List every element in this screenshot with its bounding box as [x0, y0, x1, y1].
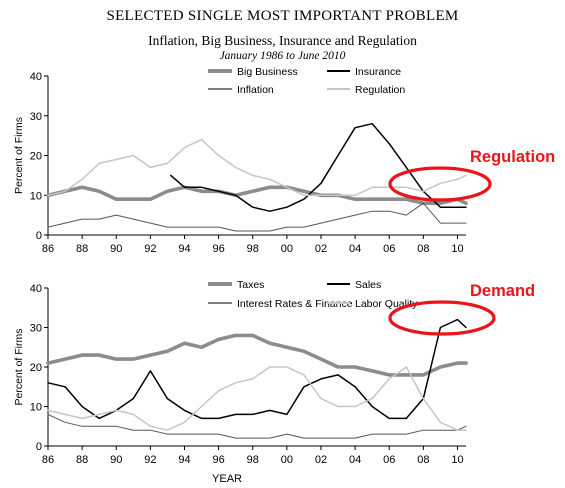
x-tick-label: 06 [383, 243, 395, 255]
series-line-2 [47, 413, 467, 439]
x-tick-label: 86 [42, 454, 54, 466]
y-tick-label: 30 [30, 111, 42, 123]
x-tick-label: 08 [417, 243, 429, 255]
legend-label: Sales [355, 279, 381, 291]
y-tick-label: 10 [30, 402, 42, 414]
date-range: January 1986 to June 2010 [219, 50, 346, 62]
y-tick-label: 20 [30, 151, 42, 163]
chart-subtitle: Inflation, Big Business, Insurance and R… [148, 33, 417, 48]
x-tick-label: 04 [349, 454, 361, 466]
y-tick-label: 20 [30, 362, 42, 374]
x-tick-label: 98 [247, 454, 259, 466]
x-tick-label: 92 [144, 243, 156, 255]
x-tick-label: 86 [42, 243, 54, 255]
x-tick-label: 02 [315, 243, 327, 255]
x-tick-label: 90 [110, 243, 122, 255]
series-line-0 [46, 185, 468, 205]
x-tick-label: 96 [212, 243, 224, 255]
y-tick-label: 0 [36, 441, 42, 453]
x-axis-label: YEAR [212, 473, 242, 485]
x-tick-label: 94 [178, 243, 190, 255]
annotation-ellipse [388, 166, 492, 202]
x-tick-label: 00 [281, 243, 293, 255]
x-tick-label: 06 [383, 454, 395, 466]
annotation-label: Regulation [470, 148, 555, 166]
x-tick-label: 92 [144, 454, 156, 466]
series-line-2 [47, 202, 467, 232]
series-line-3 [47, 138, 467, 197]
annotation-ellipse [388, 300, 496, 336]
x-tick-label: 88 [76, 243, 88, 255]
y-tick-label: 10 [30, 190, 42, 202]
x-tick-label: 00 [281, 454, 293, 466]
series-line-3 [47, 366, 467, 431]
y-tick-label: 40 [30, 71, 42, 83]
legend-label: Big Business [237, 66, 298, 78]
x-tick-label: 88 [76, 454, 88, 466]
series-line-1 [47, 318, 467, 420]
x-tick-label: 10 [451, 454, 463, 466]
x-tick-label: 90 [110, 454, 122, 466]
x-tick-label: 96 [212, 454, 224, 466]
x-tick-label: 98 [247, 243, 259, 255]
legend-label: Interest Rates & Finance [237, 298, 353, 310]
x-tick-label: 08 [417, 454, 429, 466]
x-tick-label: 04 [349, 243, 361, 255]
chart-title: SELECTED SINGLE MOST IMPORTANT PROBLEM [106, 8, 459, 24]
legend-label: Taxes [237, 279, 264, 291]
y-axis-label: Percent of Firms [13, 117, 25, 194]
x-tick-label: 10 [451, 243, 463, 255]
legend-label: Inflation [237, 84, 274, 96]
legend-label: Regulation [355, 84, 405, 96]
legend-label: Labor Quality [355, 298, 418, 310]
x-tick-label: 02 [315, 454, 327, 466]
annotation-label: Demand [470, 282, 535, 300]
series-line-0 [46, 333, 468, 377]
y-tick-label: 30 [30, 323, 42, 335]
y-tick-label: 0 [36, 230, 42, 242]
legend-label: Insurance [355, 66, 401, 78]
y-axis-label: Percent of Firms [13, 328, 25, 405]
x-tick-label: 94 [178, 454, 190, 466]
y-tick-label: 40 [30, 283, 42, 295]
